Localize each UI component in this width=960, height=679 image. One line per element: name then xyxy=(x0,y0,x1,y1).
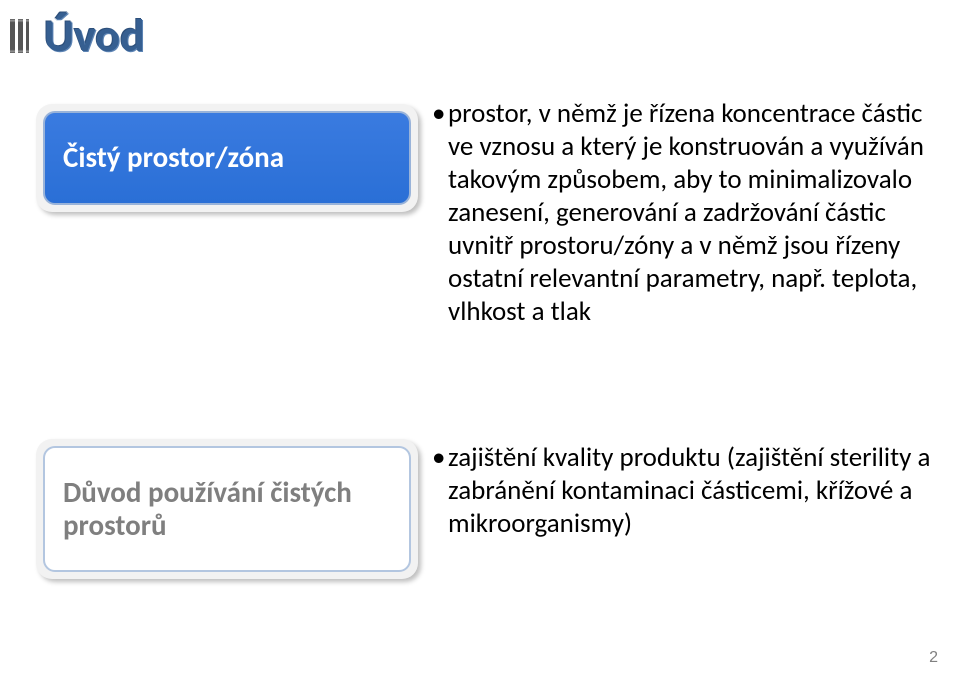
card-text: Důvod používání čistých prostorů xyxy=(63,476,391,543)
card-text: Čistý prostor/zóna xyxy=(63,141,284,174)
card-clean-room: Čistý prostor/zóna xyxy=(36,104,418,212)
title-decor-bars xyxy=(10,19,32,53)
slide: Úvod Čistý prostor/zóna prostor, v němž … xyxy=(0,0,960,679)
bullet-block-2: zajištění kvality produktu (zajištění st… xyxy=(432,442,942,545)
title-row: Úvod xyxy=(10,8,145,64)
bullet-item: zajištění kvality produktu (zajištění st… xyxy=(432,442,942,541)
decor-bar xyxy=(26,19,29,53)
page-number: 2 xyxy=(929,649,938,667)
card-reason-clean-rooms: Důvod používání čistých prostorů xyxy=(36,439,418,579)
bullet-item: prostor, v němž je řízena koncentrace čá… xyxy=(432,98,942,329)
bullet-block-1: prostor, v němž je řízena koncentrace čá… xyxy=(432,98,942,333)
card-inner: Čistý prostor/zóna xyxy=(43,111,411,205)
decor-bar xyxy=(10,19,15,53)
slide-title: Úvod xyxy=(44,8,145,64)
decor-bar xyxy=(18,19,23,53)
card-inner: Důvod používání čistých prostorů xyxy=(43,446,411,572)
